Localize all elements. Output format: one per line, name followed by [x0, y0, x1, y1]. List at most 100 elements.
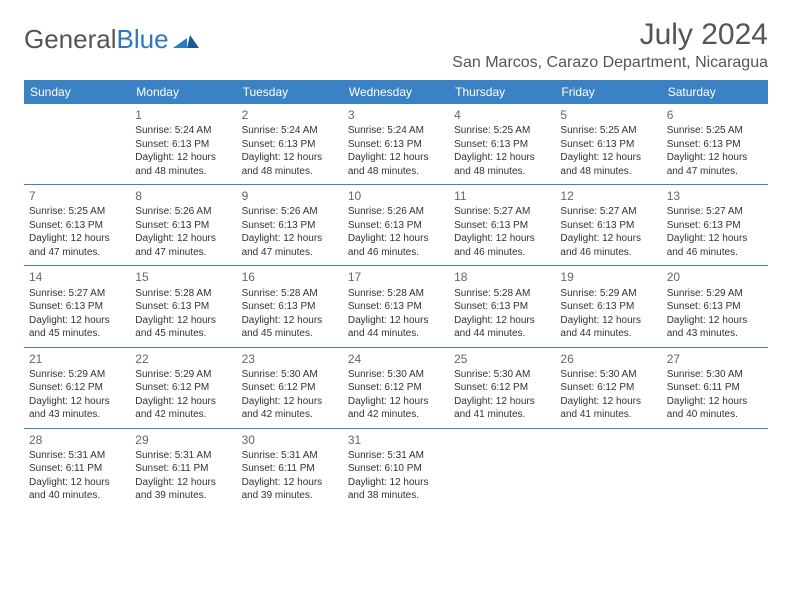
calendar-day-cell: 8Sunrise: 5:26 AMSunset: 6:13 PMDaylight…: [130, 185, 236, 266]
day-number: 14: [29, 269, 125, 285]
day-detail-line: Sunset: 6:12 PM: [242, 381, 338, 395]
calendar-week-row: 21Sunrise: 5:29 AMSunset: 6:12 PMDayligh…: [24, 347, 768, 428]
day-detail-line: and 47 minutes.: [29, 246, 125, 260]
calendar-day-cell: 31Sunrise: 5:31 AMSunset: 6:10 PMDayligh…: [343, 428, 449, 509]
day-detail-line: Sunrise: 5:29 AM: [560, 287, 656, 301]
day-detail-line: Sunrise: 5:26 AM: [348, 205, 444, 219]
day-detail-line: Sunrise: 5:28 AM: [454, 287, 550, 301]
calendar-week-row: 1Sunrise: 5:24 AMSunset: 6:13 PMDaylight…: [24, 104, 768, 185]
day-detail-line: and 41 minutes.: [560, 408, 656, 422]
day-header: Monday: [130, 80, 236, 104]
day-detail-line: Sunset: 6:13 PM: [560, 138, 656, 152]
day-detail-line: Daylight: 12 hours: [242, 395, 338, 409]
day-detail-line: Daylight: 12 hours: [135, 314, 231, 328]
day-detail-line: and 43 minutes.: [29, 408, 125, 422]
day-detail-line: Sunset: 6:12 PM: [29, 381, 125, 395]
day-detail-line: Sunrise: 5:29 AM: [29, 368, 125, 382]
day-detail-line: Sunrise: 5:28 AM: [242, 287, 338, 301]
day-detail-line: Sunrise: 5:31 AM: [135, 449, 231, 463]
day-number: 11: [454, 188, 550, 204]
day-number: 26: [560, 351, 656, 367]
day-detail-line: Sunset: 6:12 PM: [135, 381, 231, 395]
day-detail-line: and 46 minutes.: [667, 246, 763, 260]
calendar-week-row: 7Sunrise: 5:25 AMSunset: 6:13 PMDaylight…: [24, 185, 768, 266]
day-number: 8: [135, 188, 231, 204]
day-detail-line: and 45 minutes.: [135, 327, 231, 341]
day-number: 25: [454, 351, 550, 367]
day-header: Saturday: [662, 80, 768, 104]
day-number: 30: [242, 432, 338, 448]
calendar-day-cell: 6Sunrise: 5:25 AMSunset: 6:13 PMDaylight…: [662, 104, 768, 185]
calendar-day-cell: 20Sunrise: 5:29 AMSunset: 6:13 PMDayligh…: [662, 266, 768, 347]
day-detail-line: Daylight: 12 hours: [454, 314, 550, 328]
day-number: 9: [242, 188, 338, 204]
calendar-day-cell: 16Sunrise: 5:28 AMSunset: 6:13 PMDayligh…: [237, 266, 343, 347]
calendar-day-cell: 21Sunrise: 5:29 AMSunset: 6:12 PMDayligh…: [24, 347, 130, 428]
day-detail-line: and 42 minutes.: [242, 408, 338, 422]
day-detail-line: Sunset: 6:13 PM: [135, 300, 231, 314]
day-header: Sunday: [24, 80, 130, 104]
day-detail-line: Sunrise: 5:27 AM: [454, 205, 550, 219]
day-number: 6: [667, 107, 763, 123]
calendar-day-cell: 27Sunrise: 5:30 AMSunset: 6:11 PMDayligh…: [662, 347, 768, 428]
day-detail-line: Daylight: 12 hours: [135, 395, 231, 409]
day-detail-line: Sunrise: 5:28 AM: [348, 287, 444, 301]
calendar-day-cell: 13Sunrise: 5:27 AMSunset: 6:13 PMDayligh…: [662, 185, 768, 266]
day-detail-line: Sunrise: 5:25 AM: [454, 124, 550, 138]
day-detail-line: Sunset: 6:12 PM: [454, 381, 550, 395]
day-detail-line: and 44 minutes.: [454, 327, 550, 341]
day-detail-line: Sunset: 6:13 PM: [454, 219, 550, 233]
day-number: 15: [135, 269, 231, 285]
brand-word-1: General: [24, 24, 117, 55]
day-detail-line: Sunrise: 5:27 AM: [29, 287, 125, 301]
day-detail-line: and 42 minutes.: [135, 408, 231, 422]
day-header: Tuesday: [237, 80, 343, 104]
day-number: 2: [242, 107, 338, 123]
day-detail-line: Sunset: 6:13 PM: [667, 219, 763, 233]
day-detail-line: and 46 minutes.: [560, 246, 656, 260]
day-detail-line: Sunrise: 5:28 AM: [135, 287, 231, 301]
calendar-day-cell: [24, 104, 130, 185]
day-detail-line: Sunset: 6:12 PM: [560, 381, 656, 395]
day-number: 16: [242, 269, 338, 285]
day-header: Thursday: [449, 80, 555, 104]
calendar-day-cell: 29Sunrise: 5:31 AMSunset: 6:11 PMDayligh…: [130, 428, 236, 509]
day-detail-line: and 46 minutes.: [348, 246, 444, 260]
day-detail-line: Daylight: 12 hours: [454, 151, 550, 165]
day-detail-line: Sunrise: 5:26 AM: [242, 205, 338, 219]
calendar-day-cell: 19Sunrise: 5:29 AMSunset: 6:13 PMDayligh…: [555, 266, 661, 347]
title-block: July 2024 San Marcos, Carazo Department,…: [452, 18, 768, 78]
calendar-day-cell: 28Sunrise: 5:31 AMSunset: 6:11 PMDayligh…: [24, 428, 130, 509]
brand-word-2: Blue: [117, 24, 169, 55]
day-detail-line: Daylight: 12 hours: [29, 314, 125, 328]
day-detail-line: Sunset: 6:13 PM: [135, 138, 231, 152]
day-detail-line: Daylight: 12 hours: [348, 476, 444, 490]
day-number: 19: [560, 269, 656, 285]
day-number: 13: [667, 188, 763, 204]
day-detail-line: Sunset: 6:13 PM: [667, 300, 763, 314]
day-detail-line: Sunrise: 5:29 AM: [135, 368, 231, 382]
day-detail-line: Daylight: 12 hours: [135, 476, 231, 490]
location-text: San Marcos, Carazo Department, Nicaragua: [452, 54, 768, 72]
day-detail-line: and 48 minutes.: [454, 165, 550, 179]
day-detail-line: and 41 minutes.: [454, 408, 550, 422]
day-number: 28: [29, 432, 125, 448]
day-detail-line: Daylight: 12 hours: [348, 314, 444, 328]
day-detail-line: Sunrise: 5:30 AM: [560, 368, 656, 382]
day-detail-line: Sunrise: 5:29 AM: [667, 287, 763, 301]
day-detail-line: and 44 minutes.: [560, 327, 656, 341]
calendar-day-cell: 17Sunrise: 5:28 AMSunset: 6:13 PMDayligh…: [343, 266, 449, 347]
calendar-day-cell: [449, 428, 555, 509]
day-detail-line: Daylight: 12 hours: [29, 395, 125, 409]
day-detail-line: Sunrise: 5:25 AM: [29, 205, 125, 219]
header: GeneralBlue July 2024 San Marcos, Carazo…: [24, 18, 768, 78]
day-detail-line: Daylight: 12 hours: [242, 476, 338, 490]
day-detail-line: and 48 minutes.: [242, 165, 338, 179]
calendar-day-cell: 24Sunrise: 5:30 AMSunset: 6:12 PMDayligh…: [343, 347, 449, 428]
day-detail-line: and 43 minutes.: [667, 327, 763, 341]
day-detail-line: and 38 minutes.: [348, 489, 444, 503]
day-detail-line: Daylight: 12 hours: [135, 151, 231, 165]
calendar-day-cell: [662, 428, 768, 509]
calendar-day-cell: 5Sunrise: 5:25 AMSunset: 6:13 PMDaylight…: [555, 104, 661, 185]
day-detail-line: Daylight: 12 hours: [667, 232, 763, 246]
